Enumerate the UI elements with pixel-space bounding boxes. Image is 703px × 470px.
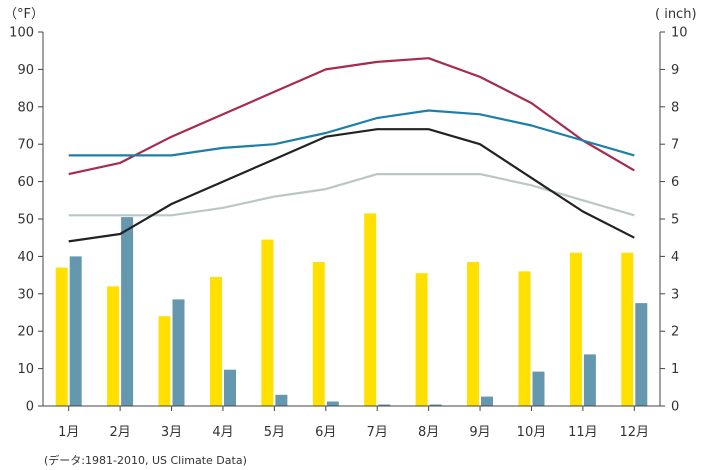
line-blue-line bbox=[68, 109, 635, 157]
bar-blue-9 bbox=[481, 396, 493, 406]
bar-yellow-9 bbox=[467, 262, 479, 406]
left-tick-label: 10 bbox=[17, 362, 34, 377]
left-axis-unit: （°F） bbox=[4, 7, 44, 22]
left-tick-label: 90 bbox=[17, 63, 34, 78]
bar-yellow-2 bbox=[107, 286, 120, 406]
bar-yellow-5 bbox=[261, 239, 274, 406]
bar-yellow-12 bbox=[621, 252, 634, 406]
line-gray-line bbox=[68, 173, 635, 217]
bar-blue-8 bbox=[429, 404, 442, 406]
lines-layer bbox=[68, 57, 635, 243]
axes-layer: 0 10 20 30 40 50 60 70 80 90 100 0 1 2 3 4 5 6 7 8 9 10 1月 2月 3月… bbox=[9, 26, 687, 441]
right-tick-label: 6 bbox=[671, 175, 679, 190]
left-tick-label: 100 bbox=[9, 26, 34, 41]
right-tick-label: 3 bbox=[671, 287, 679, 302]
x-tick-label: 11月 bbox=[568, 425, 598, 440]
bar-blue-7 bbox=[378, 404, 391, 406]
right-tick-label: 1 bbox=[671, 362, 679, 377]
left-tick-label: 70 bbox=[17, 138, 34, 153]
right-tick-label: 4 bbox=[671, 250, 679, 265]
bar-blue-3 bbox=[172, 299, 185, 406]
bar-yellow-4 bbox=[210, 277, 222, 406]
left-tick-label: 0 bbox=[26, 400, 34, 415]
right-tick-label: 7 bbox=[671, 138, 679, 153]
left-tick-label: 20 bbox=[17, 325, 34, 340]
bar-yellow-8 bbox=[415, 273, 428, 406]
x-tick-label: 8月 bbox=[418, 425, 439, 440]
x-tick-label: 2月 bbox=[109, 425, 130, 440]
right-tick-label: 8 bbox=[671, 100, 679, 115]
line-black-line bbox=[68, 128, 635, 243]
bar-blue-11 bbox=[583, 354, 596, 406]
left-tick-label: 60 bbox=[17, 175, 34, 190]
right-tick-label: 9 bbox=[671, 63, 679, 78]
x-tick-label: 5月 bbox=[264, 425, 285, 440]
bar-yellow-10 bbox=[518, 271, 531, 406]
right-tick-label: 10 bbox=[671, 26, 688, 41]
bar-yellow-1 bbox=[55, 267, 68, 406]
left-tick-label: 50 bbox=[17, 213, 34, 228]
bar-yellow-7 bbox=[364, 213, 377, 406]
x-tick-label: 4月 bbox=[212, 425, 233, 440]
left-tick-label: 30 bbox=[17, 287, 34, 302]
x-tick-label: 7月 bbox=[367, 425, 388, 440]
bar-blue-6 bbox=[326, 401, 339, 406]
bar-blue-12 bbox=[635, 303, 648, 406]
bar-blue-5 bbox=[275, 394, 288, 406]
right-tick-label: 5 bbox=[671, 213, 679, 228]
bar-blue-1 bbox=[69, 256, 82, 406]
left-tick-label: 40 bbox=[17, 250, 34, 265]
x-tick-label: 9月 bbox=[469, 425, 490, 440]
bar-blue-4 bbox=[224, 369, 236, 406]
right-tick-label: 0 bbox=[671, 400, 679, 415]
bar-yellow-6 bbox=[312, 262, 325, 406]
x-tick-label: 10月 bbox=[517, 425, 547, 440]
right-tick-label: 2 bbox=[671, 325, 679, 340]
left-tick-label: 80 bbox=[17, 100, 34, 115]
right-axis-unit: ( inch) bbox=[655, 7, 697, 22]
x-tick-label: 3月 bbox=[161, 425, 182, 440]
bar-blue-10 bbox=[532, 371, 545, 406]
bar-yellow-11 bbox=[569, 252, 582, 406]
line-red-line bbox=[68, 57, 635, 176]
x-tick-label: 1月 bbox=[58, 425, 79, 440]
source-note: (データ:1981-2010, US Climate Data) bbox=[44, 453, 247, 467]
x-tick-label: 6月 bbox=[315, 425, 336, 440]
x-tick-label: 12月 bbox=[620, 425, 650, 440]
bar-yellow-3 bbox=[158, 316, 171, 406]
bars-layer bbox=[55, 213, 648, 406]
bar-blue-2 bbox=[121, 217, 134, 406]
